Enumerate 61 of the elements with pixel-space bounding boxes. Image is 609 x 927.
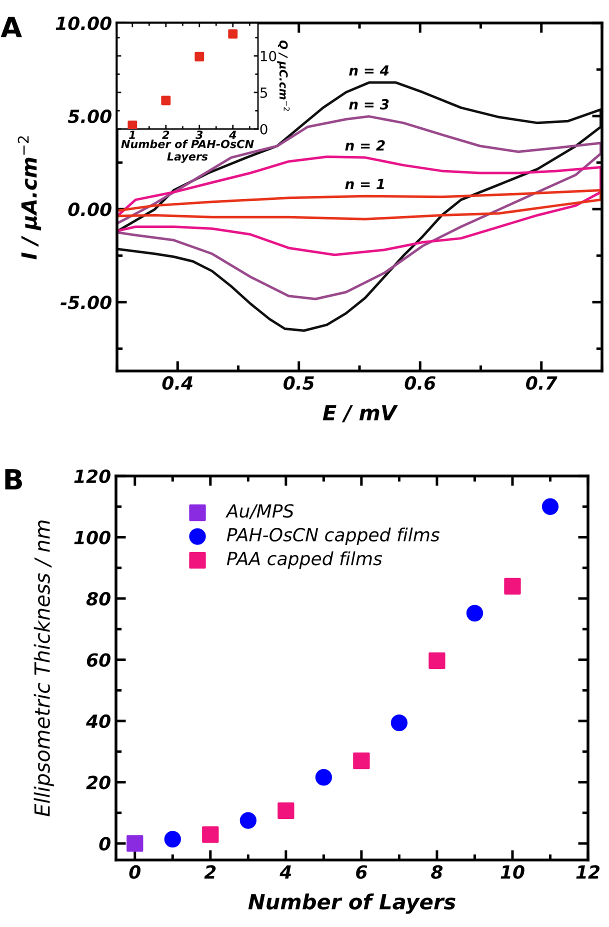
x-axis-title: Number of Layers (248, 893, 456, 914)
y-tick-label: 60 (86, 653, 110, 667)
legend-label: Au/MPS (225, 504, 294, 520)
point (428, 652, 446, 669)
x-tick-label: 6 (356, 865, 368, 879)
series-label: n = 2 (345, 140, 385, 150)
point (353, 752, 370, 770)
point (128, 120, 138, 129)
y-tick-label: 10 (260, 50, 276, 62)
y-tick-label: 120 (74, 469, 110, 484)
line-series (117, 189, 602, 220)
y-tick-label: 40 (86, 714, 110, 728)
y-tick-label: 5.00 (68, 110, 112, 124)
y-tick-label: 0 (99, 836, 110, 851)
point (161, 96, 171, 106)
y-tick-label: 0.00 (68, 202, 112, 216)
x-axis-title: E / mV (322, 405, 398, 422)
x-tick-label: 0 (129, 865, 141, 879)
x-tick-label: 0.4 (162, 376, 193, 390)
x-tick-label: 0.7 (526, 376, 558, 390)
text: A (0, 16, 22, 38)
series-label: n = 1 (345, 178, 384, 190)
line-series (117, 115, 602, 300)
point (202, 826, 219, 843)
x-tick-label: 10 (500, 865, 524, 879)
point (466, 604, 484, 622)
x-tick-label: 8 (431, 865, 443, 879)
x-tick-label: 2 (204, 865, 216, 879)
x-tick-label: 2 (162, 130, 170, 139)
point (278, 802, 294, 820)
x-tick-label: 4 (280, 865, 292, 879)
point (390, 714, 408, 732)
legend-label: PAA capped films (226, 551, 382, 569)
point (126, 835, 144, 852)
series-label: n = 3 (349, 99, 389, 110)
x-tick-label: 1 (129, 130, 135, 139)
point (542, 498, 559, 515)
text: B (5, 469, 22, 490)
x-axis-title: Number of PAH-OsCN Layers (121, 140, 254, 163)
y-axis-title: Ellipsometric Thickness / nm (34, 520, 54, 816)
y-axis-title: I / μA.cm$^{−2}$ (18, 136, 41, 260)
point (164, 830, 181, 848)
x-tick-label: 0.6 (404, 376, 436, 390)
y-tick-label: 80 (86, 592, 110, 606)
y-axis-title: Q / μC.cm$^{−2}$ (277, 40, 290, 111)
point (240, 812, 256, 829)
point (504, 578, 521, 595)
y-tick-label: 100 (74, 530, 110, 544)
y-tick-label: 5 (260, 88, 268, 98)
legend-label: PAH-OsCN capped films (226, 528, 440, 546)
x-tick-label: 4 (229, 130, 236, 139)
x-tick-label: 0.5 (284, 376, 314, 390)
y-tick-label: 10.00 (56, 16, 112, 30)
point (315, 768, 332, 786)
y-tick-label: 20 (86, 776, 110, 790)
point (194, 52, 204, 62)
y-tick-label: -5.00 (60, 296, 112, 310)
x-tick-label: 3 (196, 130, 203, 139)
point (228, 29, 238, 39)
x-tick-label: 12 (576, 865, 600, 879)
series-label: n = 4 (349, 65, 389, 76)
